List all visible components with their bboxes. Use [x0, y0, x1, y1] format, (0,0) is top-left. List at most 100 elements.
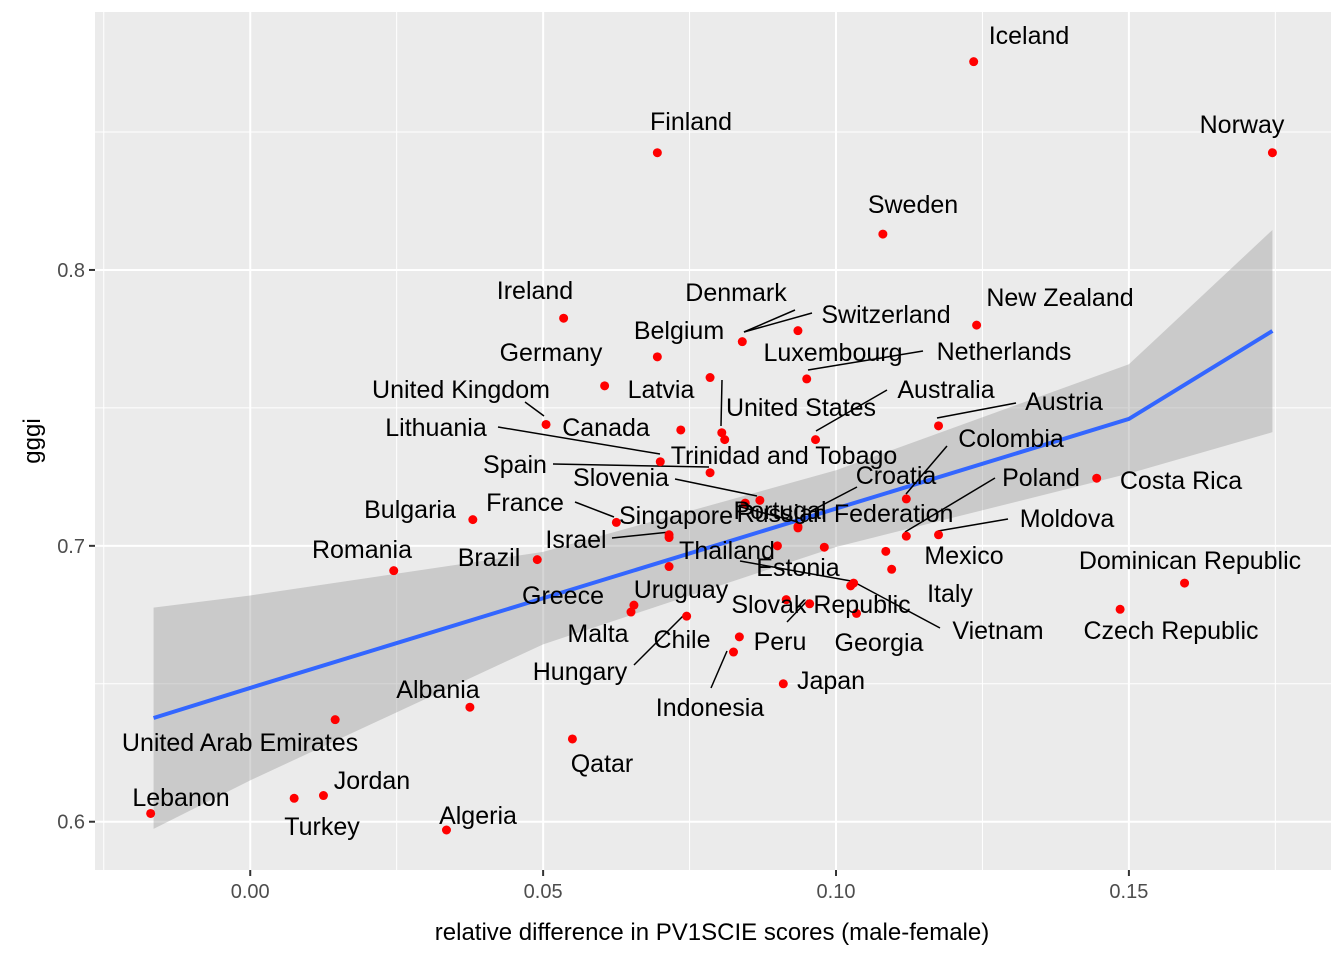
- x-axis-title: relative difference in PV1SCIE scores (m…: [435, 919, 989, 946]
- label-moldova: Moldova: [1020, 505, 1115, 533]
- label-jordan: Jordan: [334, 767, 410, 795]
- point-new-zealand: [972, 320, 982, 330]
- point-united-arab-emirates: [330, 715, 340, 725]
- label-canada: Canada: [562, 414, 650, 442]
- label-italy: Italy: [927, 580, 973, 608]
- label-georgia: Georgia: [835, 629, 924, 657]
- point-austria: [934, 421, 944, 431]
- leader-estonia: [739, 560, 852, 582]
- point-russian-federation: [793, 522, 803, 532]
- label-sweden: Sweden: [868, 191, 958, 219]
- label-dominican-republic: Dominican Republic: [1079, 547, 1301, 575]
- label-czech-republic: Czech Republic: [1083, 617, 1258, 645]
- label-poland: Poland: [1002, 464, 1080, 492]
- point-luxembourg: [705, 373, 715, 383]
- leader-moldova: [937, 518, 1009, 532]
- point-malta: [626, 607, 636, 617]
- label-japan: Japan: [797, 667, 865, 695]
- point-united-kingdom: [541, 419, 551, 429]
- label-germany: Germany: [500, 339, 603, 367]
- point-slovenia: [740, 498, 750, 508]
- point-lebanon: [146, 808, 156, 818]
- label-leader-lines: [497, 309, 1017, 689]
- label-costa-rica: Costa Rica: [1120, 467, 1242, 495]
- x-tick-label: 0.00: [231, 881, 270, 903]
- confidence-ribbon: [153, 229, 1273, 829]
- point-czech-republic: [1115, 604, 1125, 614]
- label-belgium: Belgium: [634, 317, 724, 345]
- point-romania: [389, 566, 399, 576]
- label-croatia: Croatia: [856, 462, 937, 490]
- label-finland: Finland: [650, 108, 732, 136]
- point-uruguay: [781, 595, 791, 605]
- label-united-states: United States: [726, 394, 876, 422]
- point-iceland: [969, 57, 979, 67]
- point-trinidad-and-tobago: [705, 468, 715, 478]
- label-united-arab-emirates: United Arab Emirates: [122, 729, 358, 757]
- label-malta: Malta: [567, 620, 628, 648]
- point-vietnam: [846, 581, 856, 591]
- label-trinidad-and-tobago: Trinidad and Tobago: [671, 442, 898, 470]
- label-estonia: Estonia: [756, 554, 839, 582]
- point-norway: [1267, 148, 1277, 158]
- label-vietnam: Vietnam: [952, 617, 1043, 645]
- y-tick-label: 0.8: [57, 260, 85, 282]
- x-tick-label: 0.10: [817, 881, 856, 903]
- point-australia: [811, 435, 821, 445]
- point-poland: [901, 531, 911, 541]
- label-ireland: Ireland: [497, 277, 573, 305]
- label-denmark: Denmark: [685, 279, 787, 307]
- leader-switzerland: [743, 312, 813, 333]
- point-bulgaria: [468, 515, 478, 525]
- leader-lithuania: [497, 426, 661, 455]
- label-algeria: Algeria: [439, 802, 517, 830]
- point-israel: [664, 533, 674, 543]
- leader-hungary: [633, 613, 686, 666]
- point-chile: [734, 632, 744, 642]
- leader-denmark: [743, 309, 796, 333]
- x-tick-label: 0.05: [524, 881, 563, 903]
- point-mexico: [881, 546, 891, 556]
- y-tick-label: 0.7: [57, 536, 85, 558]
- point-dominican-republic: [1180, 578, 1190, 588]
- label-australia: Australia: [897, 376, 994, 404]
- point-france: [611, 517, 621, 527]
- y-axis-title: gggi: [19, 418, 46, 463]
- point-portugal: [772, 541, 782, 551]
- leader-austria: [936, 402, 1017, 419]
- point-thailand: [664, 562, 674, 572]
- label-lithuania: Lithuania: [385, 414, 487, 442]
- label-brazil: Brazil: [458, 544, 521, 572]
- label-mexico: Mexico: [924, 542, 1003, 570]
- label-hungary: Hungary: [533, 658, 628, 686]
- label-iceland: Iceland: [989, 22, 1070, 50]
- label-romania: Romania: [312, 536, 412, 564]
- point-canada: [720, 435, 730, 445]
- point-brazil: [532, 555, 542, 565]
- leader-luxembourg: [720, 379, 723, 427]
- label-turkey: Turkey: [284, 813, 360, 841]
- leader-united-kingdom: [524, 401, 545, 417]
- point-denmark: [737, 337, 747, 347]
- point-jordan: [318, 791, 328, 801]
- leader-slovak-republic: [786, 599, 809, 623]
- point-qatar: [567, 734, 577, 744]
- leader-colombia: [905, 445, 948, 495]
- label-norway: Norway: [1200, 111, 1285, 139]
- point-lithuania: [655, 457, 665, 467]
- leader-australia: [815, 389, 888, 432]
- point-latvia: [676, 425, 686, 435]
- label-spain: Spain: [483, 451, 547, 479]
- point-slovak-republic: [819, 542, 829, 552]
- point-croatia: [755, 495, 765, 505]
- point-finland: [652, 148, 662, 158]
- x-tick-label: 0.15: [1109, 881, 1148, 903]
- point-labels: Iceland Norway Finland Sweden Ireland New Zea…: [122, 22, 1301, 841]
- point-albania: [465, 702, 475, 712]
- trend-line-group: [152, 329, 1274, 720]
- label-bulgaria: Bulgaria: [364, 496, 456, 524]
- point-sweden: [878, 229, 888, 239]
- label-netherlands: Netherlands: [937, 338, 1072, 366]
- label-singapore: Singapore: [619, 502, 733, 530]
